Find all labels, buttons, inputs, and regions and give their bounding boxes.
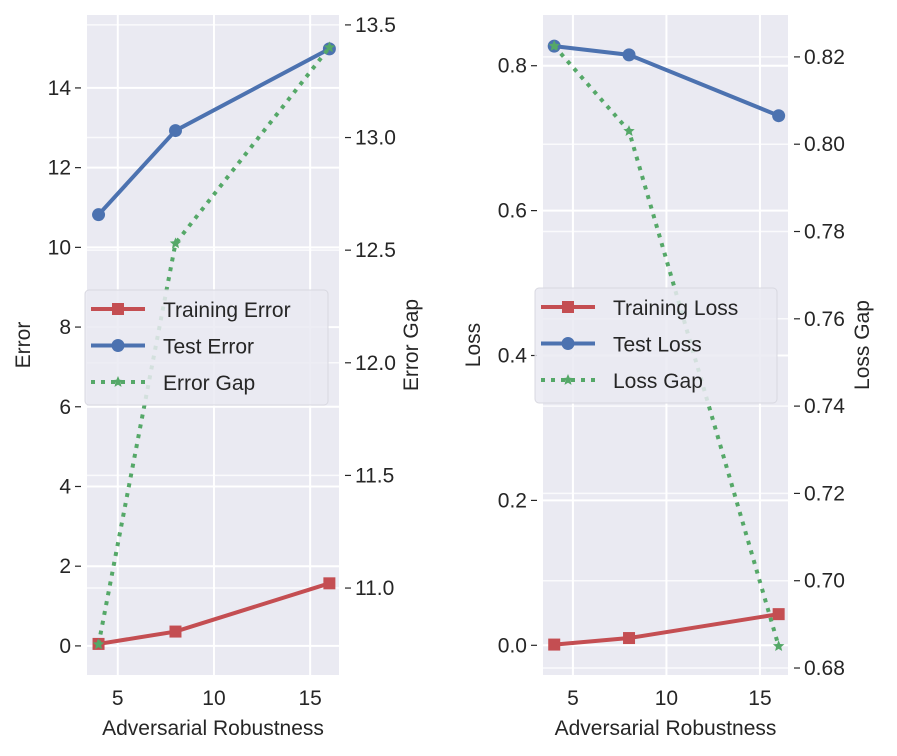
- data-point: [168, 124, 182, 138]
- data-point: [623, 632, 636, 645]
- x-tick-label: 15: [748, 687, 771, 710]
- data-point: [323, 577, 336, 590]
- y-right-axis-label: Error Gap: [400, 299, 423, 391]
- legend-item: Error Gap: [91, 372, 255, 395]
- x-tick-label: 5: [567, 687, 579, 710]
- y-axis-label: Error: [12, 322, 35, 369]
- y-tick-label: 0.6: [498, 200, 527, 223]
- legend-box: [534, 287, 778, 404]
- chart-2: 5 10 15 0.0 0.2 0.4 0.6 0.8 0.68 0.70 0.72 0.74 0.76…: [462, 15, 874, 740]
- data-point: [323, 41, 336, 53]
- legend-item: Training Error: [91, 299, 291, 322]
- x-tick-label: 15: [298, 687, 321, 710]
- y-right-tick-label: 0.68: [804, 657, 845, 680]
- y-tick-label: 0.0: [498, 634, 527, 657]
- y-tick-label: 2: [59, 555, 71, 578]
- x-tick-label: 10: [202, 687, 225, 710]
- y-axis-label: Loss: [462, 323, 485, 367]
- data-point: [622, 48, 636, 62]
- legend: Training Error Test Error Error Gap: [84, 289, 329, 406]
- y-tick-label: 4: [59, 475, 71, 498]
- legend-item: Test Loss: [541, 334, 702, 357]
- legend-marker: [112, 303, 124, 315]
- y-right-tick-label: 11.5: [355, 464, 394, 487]
- y-tick-label: 10: [48, 236, 71, 259]
- y-tick-label: 14: [48, 77, 72, 100]
- y-tick-label: 12: [48, 157, 71, 180]
- legend-box: [84, 289, 329, 406]
- data-point: [169, 625, 182, 638]
- data-point: [623, 125, 635, 136]
- y-tick-label: 8: [59, 316, 71, 339]
- y-right-tick-label: 0.76: [804, 308, 845, 331]
- legend-label: Loss Gap: [613, 370, 703, 393]
- series-training-error: [92, 577, 336, 650]
- legend-label: Training Loss: [613, 297, 738, 320]
- legend-item: Loss Gap: [541, 370, 703, 393]
- y-right-tick-label: 0.80: [804, 133, 845, 156]
- data-point: [772, 640, 785, 651]
- y-right-tick-label: 13.5: [355, 14, 396, 37]
- x-axis-label: Adversarial Robustness: [102, 717, 324, 740]
- series-error-gap: [92, 41, 336, 650]
- series-training-loss: [548, 608, 785, 651]
- y-right-tick-label: 0.70: [804, 570, 845, 593]
- y-right-tick-label: 0.74: [804, 395, 845, 418]
- y-tick-label: 0.2: [498, 489, 527, 512]
- series-loss-gap: [548, 40, 785, 651]
- chart-1: 5 10 15 0 2 4 6 8 10 12 14 11.0 11.5 12.0 12.5 13.0 13.5…: [12, 14, 423, 740]
- legend: Training Loss Test Loss Loss Gap: [534, 287, 778, 404]
- legend-label: Test Loss: [613, 334, 702, 357]
- legend-marker: [112, 376, 124, 387]
- legend-marker: [562, 301, 574, 313]
- data-point: [772, 109, 786, 123]
- y-right-axis-label: Loss Gap: [851, 300, 874, 390]
- x-axis-label: Adversarial Robustness: [555, 717, 777, 740]
- data-point: [548, 638, 561, 651]
- legend-label: Test Error: [163, 336, 254, 359]
- legend-item: Test Error: [91, 336, 254, 359]
- x-tick-label: 10: [655, 687, 678, 710]
- y-right-tick-label: 13.0: [355, 127, 396, 150]
- y-tick-label: 6: [59, 396, 71, 419]
- data-point: [92, 208, 106, 222]
- legend-label: Error Gap: [163, 372, 255, 395]
- y-right-tick-label: 0.78: [804, 221, 845, 244]
- y-right-tick-label: 0.72: [804, 482, 845, 505]
- y-tick-label: 0: [59, 635, 71, 658]
- y-tick-label: 0.8: [498, 55, 527, 78]
- legend-marker: [111, 339, 125, 352]
- data-point: [92, 638, 105, 650]
- series-test-loss: [547, 39, 786, 123]
- y-right-tick-label: 0.82: [804, 46, 845, 69]
- y-right-tick-label: 12.5: [355, 239, 396, 262]
- legend-item: Training Loss: [541, 297, 738, 320]
- x-tick-label: 5: [112, 687, 124, 710]
- data-point: [169, 237, 182, 249]
- data-point: [772, 608, 785, 621]
- legend-marker: [561, 337, 575, 350]
- y-tick-label: 0.4: [498, 345, 528, 368]
- legend-marker: [562, 374, 574, 385]
- y-right-tick-label: 11.0: [355, 577, 394, 600]
- data-point: [548, 40, 560, 51]
- y-right-tick-label: 12.0: [355, 352, 396, 375]
- legend-label: Training Error: [163, 299, 291, 322]
